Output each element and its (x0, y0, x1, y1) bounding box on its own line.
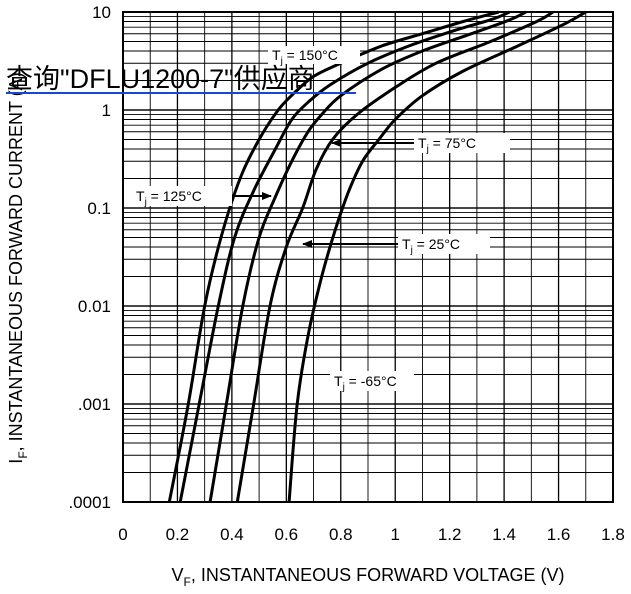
y-tick-labels: .0001 .001 0.01 0.1 1 10 (68, 3, 111, 512)
x-axis-title: VF, INSTANTANEOUS FORWARD VOLTAGE (V) (171, 565, 564, 589)
svg-text:查询"DFLU1200-7"供应商: 查询"DFLU1200-7"供应商 (6, 64, 315, 94)
x-tick-label: 0.4 (220, 525, 244, 544)
svg-text:Tj = 75°C: Tj = 75°C (418, 135, 476, 155)
x-tick-label: 0.2 (166, 525, 190, 544)
y-tick-label: 0.01 (78, 297, 111, 316)
series-curve (287, 10, 587, 503)
y-axis-title: IF, INSTANTANEOUS FORWARD CURRENT (A) (6, 72, 30, 463)
svg-text:Tj = -65°C: Tj = -65°C (334, 373, 397, 393)
y-tick-label: .0001 (68, 493, 111, 512)
watermark-link[interactable]: 查询"DFLU1200-7"供应商 (6, 64, 356, 94)
series-curve (235, 10, 554, 503)
annotation-tj-minus65: Tj = -65°C (330, 371, 414, 393)
x-tick-label: 0 (118, 525, 127, 544)
x-tick-label: 1.8 (601, 525, 625, 544)
x-tick-label: 0.8 (329, 525, 353, 544)
annotation-tj-150: Tj = 150°C (268, 46, 360, 67)
y-tick-label: 0.1 (87, 199, 111, 218)
x-tick-label: 0.6 (275, 525, 299, 544)
series-curve (178, 10, 511, 503)
x-tick-label: 1.6 (547, 525, 571, 544)
annotation-tj-75: Tj = 75°C (414, 133, 510, 155)
x-tick-label: 1.2 (438, 525, 462, 544)
x-tick-label: 1.4 (492, 525, 516, 544)
svg-text:Tj = 25°C: Tj = 25°C (402, 236, 460, 256)
x-tick-label: 1 (390, 525, 399, 544)
svg-text:Tj = 125°C: Tj = 125°C (136, 188, 202, 208)
series-curve (167, 10, 500, 503)
y-tick-label: 10 (92, 3, 111, 22)
y-tick-label: .001 (78, 395, 111, 414)
annotation-tj-25: Tj = 25°C (398, 234, 490, 256)
annotation-tj-125: Tj = 125°C (132, 186, 232, 208)
svg-text:Tj = 150°C: Tj = 150°C (272, 47, 338, 67)
series-curves (167, 10, 587, 503)
y-tick-label: 1 (102, 101, 111, 120)
series-curve (208, 10, 527, 503)
x-tick-labels: 0 0.2 0.4 0.6 0.8 1 1.2 1.4 1.6 1.8 (118, 525, 625, 544)
